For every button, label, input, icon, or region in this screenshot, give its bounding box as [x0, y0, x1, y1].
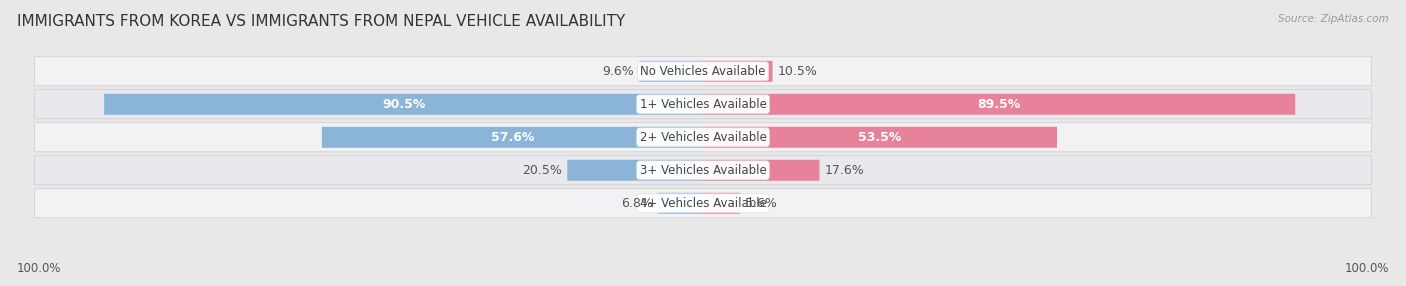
FancyBboxPatch shape: [35, 189, 1371, 218]
Text: 2+ Vehicles Available: 2+ Vehicles Available: [640, 131, 766, 144]
Text: IMMIGRANTS FROM KOREA VS IMMIGRANTS FROM NEPAL VEHICLE AVAILABILITY: IMMIGRANTS FROM KOREA VS IMMIGRANTS FROM…: [17, 14, 626, 29]
Text: Source: ZipAtlas.com: Source: ZipAtlas.com: [1278, 14, 1389, 24]
FancyBboxPatch shape: [703, 160, 820, 181]
Text: 89.5%: 89.5%: [977, 98, 1021, 111]
Text: 20.5%: 20.5%: [522, 164, 562, 177]
FancyBboxPatch shape: [104, 94, 703, 115]
Text: 57.6%: 57.6%: [491, 131, 534, 144]
Text: 9.6%: 9.6%: [602, 65, 634, 78]
FancyBboxPatch shape: [567, 160, 703, 181]
Text: 1+ Vehicles Available: 1+ Vehicles Available: [640, 98, 766, 111]
Text: 100.0%: 100.0%: [1344, 262, 1389, 275]
FancyBboxPatch shape: [703, 94, 1295, 115]
Text: 10.5%: 10.5%: [778, 65, 818, 78]
FancyBboxPatch shape: [640, 61, 703, 82]
Text: 90.5%: 90.5%: [382, 98, 425, 111]
FancyBboxPatch shape: [35, 57, 1371, 86]
FancyBboxPatch shape: [658, 193, 703, 214]
FancyBboxPatch shape: [322, 127, 703, 148]
FancyBboxPatch shape: [35, 123, 1371, 152]
Text: 5.6%: 5.6%: [745, 197, 778, 210]
FancyBboxPatch shape: [703, 61, 772, 82]
FancyBboxPatch shape: [703, 127, 1057, 148]
FancyBboxPatch shape: [35, 90, 1371, 119]
Legend: Immigrants from Korea, Immigrants from Nepal: Immigrants from Korea, Immigrants from N…: [522, 283, 884, 286]
Text: 53.5%: 53.5%: [858, 131, 901, 144]
Text: 3+ Vehicles Available: 3+ Vehicles Available: [640, 164, 766, 177]
Text: 100.0%: 100.0%: [17, 262, 62, 275]
FancyBboxPatch shape: [703, 193, 740, 214]
FancyBboxPatch shape: [35, 156, 1371, 185]
Text: 17.6%: 17.6%: [825, 164, 865, 177]
Text: 4+ Vehicles Available: 4+ Vehicles Available: [640, 197, 766, 210]
Text: No Vehicles Available: No Vehicles Available: [640, 65, 766, 78]
Text: 6.8%: 6.8%: [621, 197, 652, 210]
